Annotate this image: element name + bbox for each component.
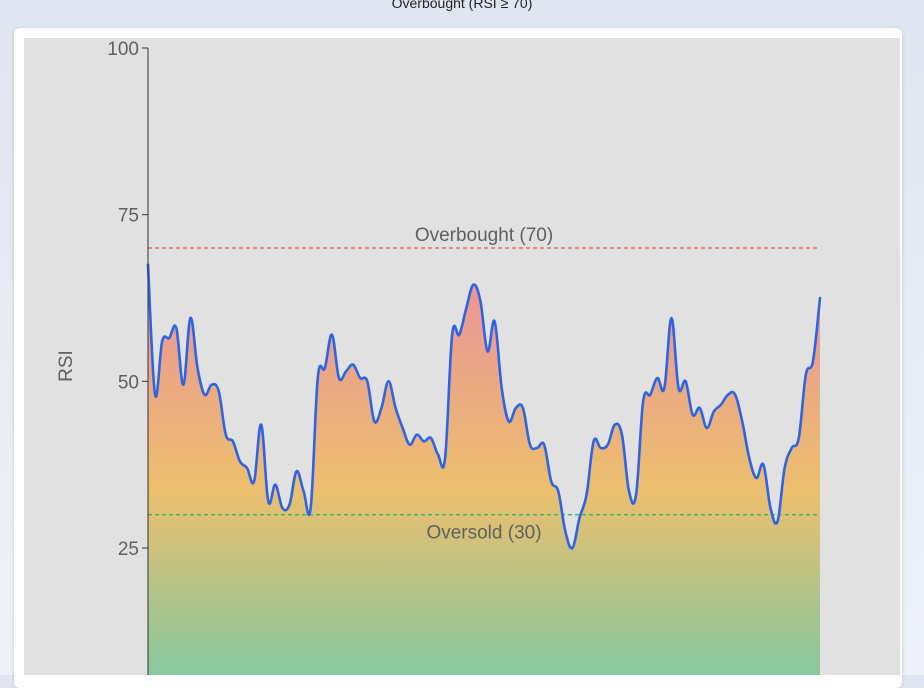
chart-header: Overbought (RSI ≥ 70): [392, 0, 533, 11]
oversold-label: Oversold (30): [426, 523, 541, 544]
overbought-label: Overbought (70): [415, 225, 553, 246]
rsi-line: [146, 263, 822, 550]
y-axis-label: RSI: [56, 350, 77, 382]
y-tick-label-75: 75: [118, 206, 139, 227]
y-tick-label-50: 50: [118, 372, 139, 393]
rsi-area-fill: [148, 264, 820, 675]
y-tick-label-100: 100: [107, 39, 139, 60]
y-tick-label-25: 25: [118, 539, 139, 560]
